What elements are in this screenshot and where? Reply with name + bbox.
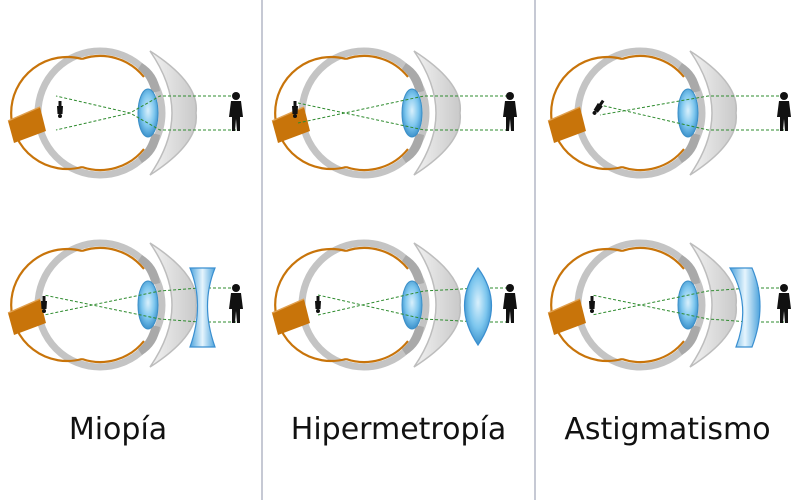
panel-hyperopia	[272, 51, 517, 367]
panel-astigmatism	[548, 51, 791, 367]
object-person-icon	[777, 92, 791, 131]
panel-myopia	[8, 51, 243, 367]
myopia-corrected-eye	[8, 243, 236, 367]
hyperopia-uncorrected-eye	[272, 51, 508, 175]
concave-lens-icon	[189, 267, 216, 348]
hyperopia-label: Hipermetropía	[290, 412, 507, 447]
object-person-icon	[229, 92, 243, 131]
myopia-label: Miopía	[68, 412, 168, 447]
object-person-icon	[229, 284, 243, 323]
cylindrical-lens-icon	[728, 267, 761, 348]
astigmatism-label: Astigmatismo	[564, 412, 771, 447]
object-person-icon	[503, 92, 517, 131]
astigmatism-uncorrected-eye	[548, 51, 784, 175]
object-person-icon	[503, 284, 517, 323]
myopia-uncorrected-eye	[8, 51, 236, 175]
hyperopia-corrected-eye	[272, 243, 508, 367]
convex-lens-icon	[463, 266, 493, 347]
astigmatism-corrected-eye	[548, 243, 784, 367]
object-person-icon	[777, 284, 791, 323]
